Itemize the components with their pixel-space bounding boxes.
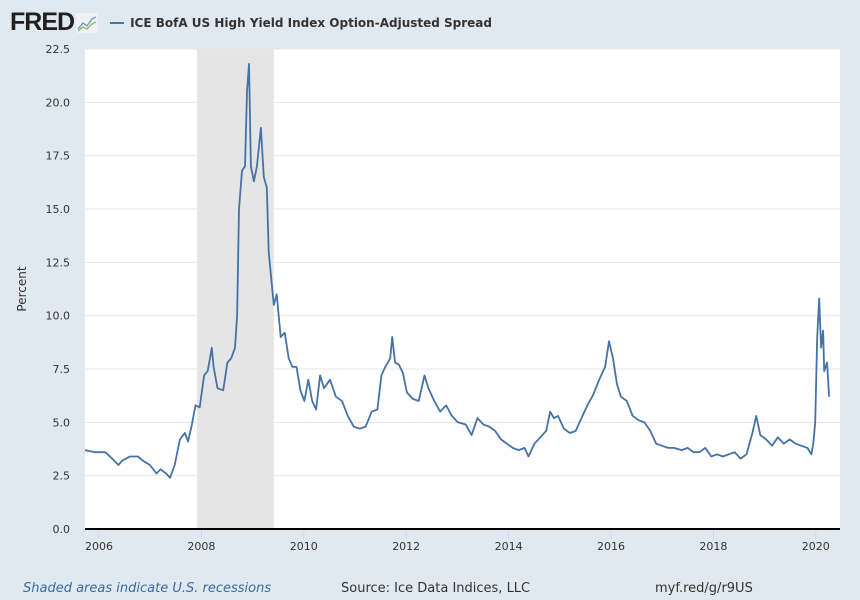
fred-logo[interactable]: FRED [10,8,75,36]
y-tick-label: 10.0 [46,310,71,323]
y-tick-label: 5.0 [53,416,71,429]
y-tick-label: 12.5 [46,256,71,269]
x-tick-label: 2020 [802,540,830,553]
fred-graph-icon [76,12,99,33]
y-axis-label: Percent [15,266,29,312]
series-line [84,63,830,479]
legend-swatch [110,21,125,24]
x-tick-label: 2018 [699,540,727,553]
x-tick-label: 2014 [495,540,523,553]
x-tick-label: 2012 [392,540,420,553]
short-url-link[interactable]: myf.red/g/r9US [655,581,753,596]
y-tick-label: 22.5 [46,43,71,56]
source-note: Source: Ice Data Indices, LLC [341,581,531,596]
y-tick-label: 2.5 [53,470,71,483]
y-tick-label: 17.5 [46,150,71,163]
y-tick-label: 20.0 [46,96,71,109]
y-tick-label: 7.5 [53,363,71,376]
recession-shading [197,49,274,529]
x-tick-label: 2016 [597,540,625,553]
y-tick-label: 0.0 [53,523,71,536]
x-tick-label: 2010 [290,540,318,553]
y-tick-label: 15.0 [46,203,71,216]
chart-header: FRED ICE BofA US High Yield Index Option… [10,8,492,37]
x-tick-label: 2008 [187,540,215,553]
recession-note: Shaded areas indicate U.S. recessions [23,581,272,596]
legend-label: ICE BofA US High Yield Index Option-Adju… [130,15,492,30]
x-tick-label: 2006 [85,540,113,553]
